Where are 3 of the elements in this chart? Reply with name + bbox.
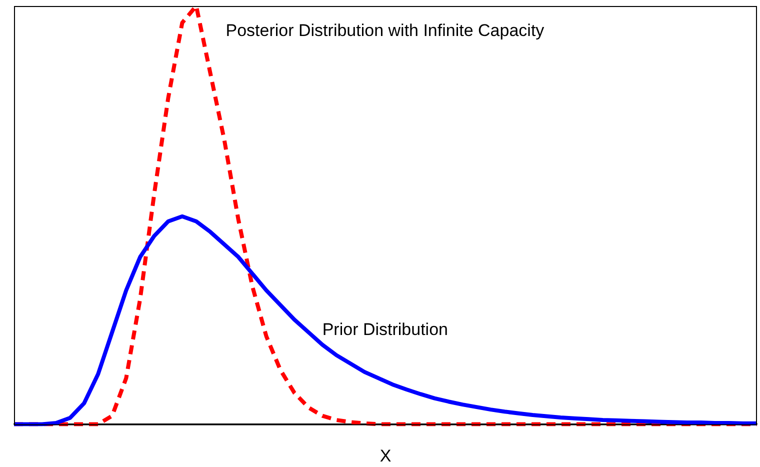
x-axis-title: X xyxy=(380,446,392,466)
series-label: Prior Distribution xyxy=(322,320,448,339)
series-label: Posterior Distribution with Infinite Capacity xyxy=(226,20,545,40)
